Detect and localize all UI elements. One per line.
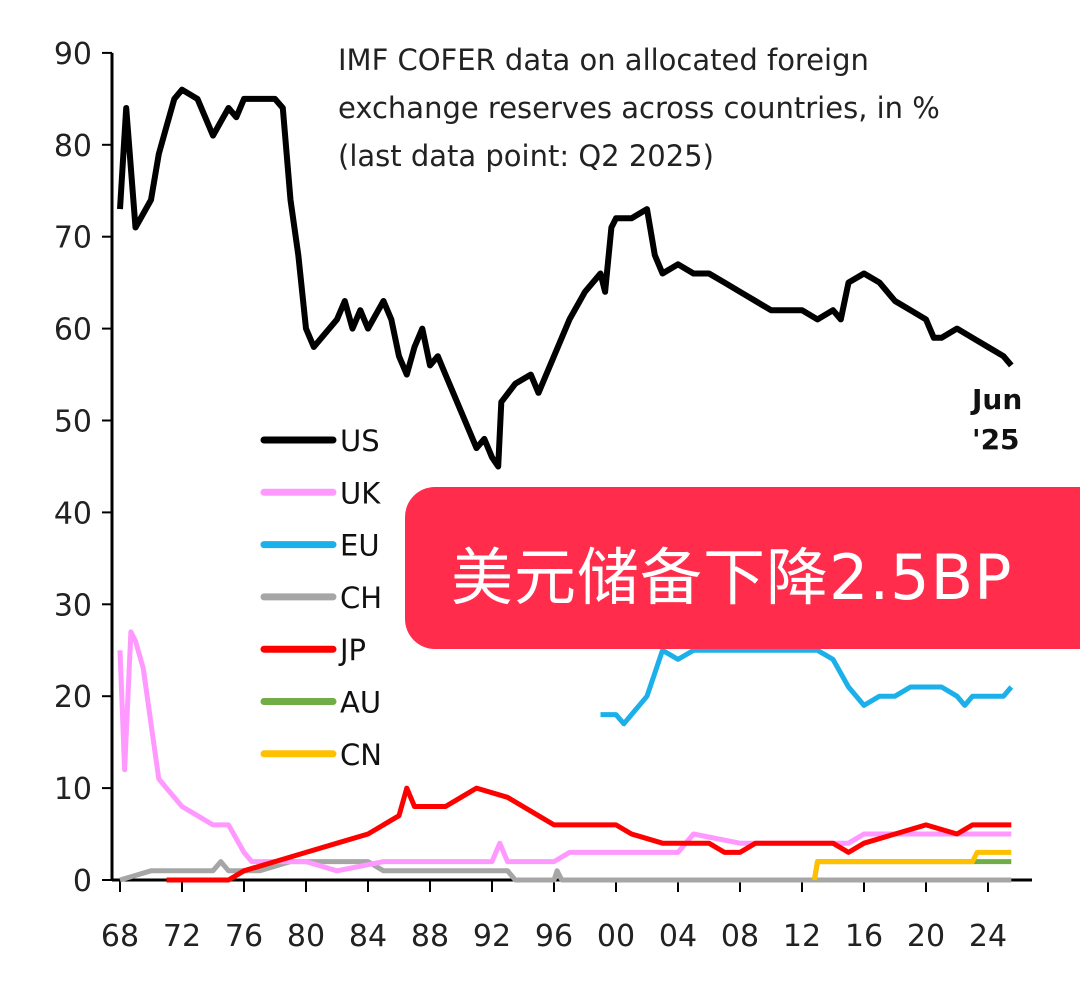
y-tick-label: 40 bbox=[54, 496, 92, 531]
series-line-au bbox=[811, 859, 1012, 881]
y-tick-label: 50 bbox=[54, 405, 92, 440]
legend-label-jp: JP bbox=[338, 633, 366, 667]
y-tick-label: 80 bbox=[54, 129, 92, 164]
chart-title: IMF COFER data on allocated foreign exch… bbox=[338, 36, 940, 180]
x-tick-label: 04 bbox=[659, 919, 697, 954]
banner-text: 美元储备下降2.5BP bbox=[451, 541, 1013, 614]
x-tick-label: 84 bbox=[349, 919, 387, 954]
y-tick-label: 20 bbox=[54, 680, 92, 715]
title-line-1: IMF COFER data on allocated foreign bbox=[338, 43, 869, 77]
overlay-banner: 美元储备下降2.5BP bbox=[405, 487, 1080, 649]
legend-label-uk: UK bbox=[340, 476, 381, 510]
series-line-uk bbox=[117, 629, 1012, 874]
end-label: Jun '25 bbox=[972, 380, 1022, 460]
x-tick-label: 12 bbox=[783, 919, 821, 954]
series-line-cn bbox=[811, 849, 1012, 881]
x-tick-label: 92 bbox=[473, 919, 511, 954]
end-label-month: Jun bbox=[972, 383, 1023, 416]
x-tick-label: 96 bbox=[535, 919, 573, 954]
series-line-jp bbox=[166, 785, 1012, 883]
x-tick-label: 00 bbox=[597, 919, 635, 954]
series-line-ch bbox=[119, 859, 1012, 883]
x-tick-label: 24 bbox=[969, 919, 1007, 954]
x-tick-label: 08 bbox=[721, 919, 759, 954]
x-tick-label: 80 bbox=[287, 919, 325, 954]
title-line-2: exchange reserves across countries, in % bbox=[338, 91, 940, 125]
end-label-year: '25 bbox=[972, 423, 1020, 456]
y-tick-label: 10 bbox=[54, 772, 92, 807]
y-tick-label: 60 bbox=[54, 313, 92, 348]
x-tick-label: 88 bbox=[411, 919, 449, 954]
legend-label-au: AU bbox=[340, 686, 381, 720]
legend-label-eu: EU bbox=[340, 529, 380, 563]
x-tick-label: 72 bbox=[163, 919, 201, 954]
x-tick-label: 76 bbox=[225, 919, 263, 954]
y-tick-label: 0 bbox=[73, 864, 92, 899]
legend-label-cn: CN bbox=[340, 738, 382, 772]
x-tick-label: 16 bbox=[845, 919, 883, 954]
series-line-eu bbox=[600, 647, 1014, 727]
legend-label-us: US bbox=[340, 424, 380, 458]
x-tick-label: 68 bbox=[101, 919, 139, 954]
series-line-us bbox=[117, 86, 1014, 470]
title-line-3: (last data point: Q2 2025) bbox=[338, 139, 714, 173]
y-tick-label: 70 bbox=[54, 221, 92, 256]
legend-label-ch: CH bbox=[340, 581, 382, 615]
y-tick-label: 90 bbox=[54, 37, 92, 72]
x-tick-label: 20 bbox=[907, 919, 945, 954]
y-tick-label: 30 bbox=[54, 588, 92, 623]
